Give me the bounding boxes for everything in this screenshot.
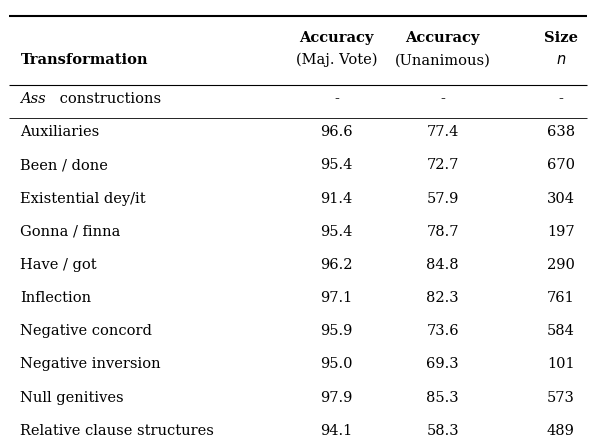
Text: Been / done: Been / done (20, 159, 108, 172)
Text: 94.1: 94.1 (320, 424, 352, 438)
Text: 101: 101 (547, 358, 575, 371)
Text: 95.9: 95.9 (320, 324, 353, 338)
Text: Relative clause structures: Relative clause structures (20, 424, 215, 438)
Text: Gonna / finna: Gonna / finna (20, 225, 121, 239)
Text: 304: 304 (547, 192, 575, 206)
Text: (Maj. Vote): (Maj. Vote) (296, 53, 377, 68)
Text: 584: 584 (547, 324, 575, 338)
Text: Ass: Ass (20, 92, 46, 106)
Text: 95.0: 95.0 (320, 358, 353, 371)
Text: 197: 197 (547, 225, 575, 239)
Text: 573: 573 (547, 391, 575, 405)
Text: constructions: constructions (55, 92, 161, 106)
Text: 290: 290 (547, 258, 575, 272)
Text: 84.8: 84.8 (426, 258, 459, 272)
Text: 82.3: 82.3 (426, 291, 459, 305)
Text: 489: 489 (547, 424, 575, 438)
Text: 761: 761 (547, 291, 575, 305)
Text: Accuracy: Accuracy (405, 31, 480, 45)
Text: 96.2: 96.2 (320, 258, 353, 272)
Text: Negative inversion: Negative inversion (20, 358, 161, 371)
Text: Size: Size (544, 31, 578, 45)
Text: 69.3: 69.3 (426, 358, 459, 371)
Text: 670: 670 (547, 159, 575, 172)
Text: 638: 638 (547, 125, 575, 139)
Text: 96.6: 96.6 (320, 125, 353, 139)
Text: Accuracy: Accuracy (299, 31, 374, 45)
Text: Inflection: Inflection (20, 291, 92, 305)
Text: Transformation: Transformation (20, 53, 148, 67)
Text: 85.3: 85.3 (426, 391, 459, 405)
Text: -: - (558, 92, 563, 106)
Text: 95.4: 95.4 (320, 225, 353, 239)
Text: 97.1: 97.1 (320, 291, 352, 305)
Text: 78.7: 78.7 (426, 225, 459, 239)
Text: 72.7: 72.7 (427, 159, 459, 172)
Text: 95.4: 95.4 (320, 159, 353, 172)
Text: Null genitives: Null genitives (20, 391, 124, 405)
Text: -: - (334, 92, 339, 106)
Text: Auxiliaries: Auxiliaries (20, 125, 100, 139)
Text: Have / got: Have / got (20, 258, 97, 272)
Text: 58.3: 58.3 (426, 424, 459, 438)
Text: Negative concord: Negative concord (20, 324, 153, 338)
Text: 73.6: 73.6 (426, 324, 459, 338)
Text: Existential dey/it: Existential dey/it (20, 192, 146, 206)
Text: 91.4: 91.4 (320, 192, 352, 206)
Text: 77.4: 77.4 (427, 125, 459, 139)
Text: -: - (440, 92, 445, 106)
Text: 57.9: 57.9 (427, 192, 459, 206)
Text: (Unanimous): (Unanimous) (395, 53, 491, 67)
Text: $n$: $n$ (555, 53, 566, 67)
Text: 97.9: 97.9 (320, 391, 353, 405)
